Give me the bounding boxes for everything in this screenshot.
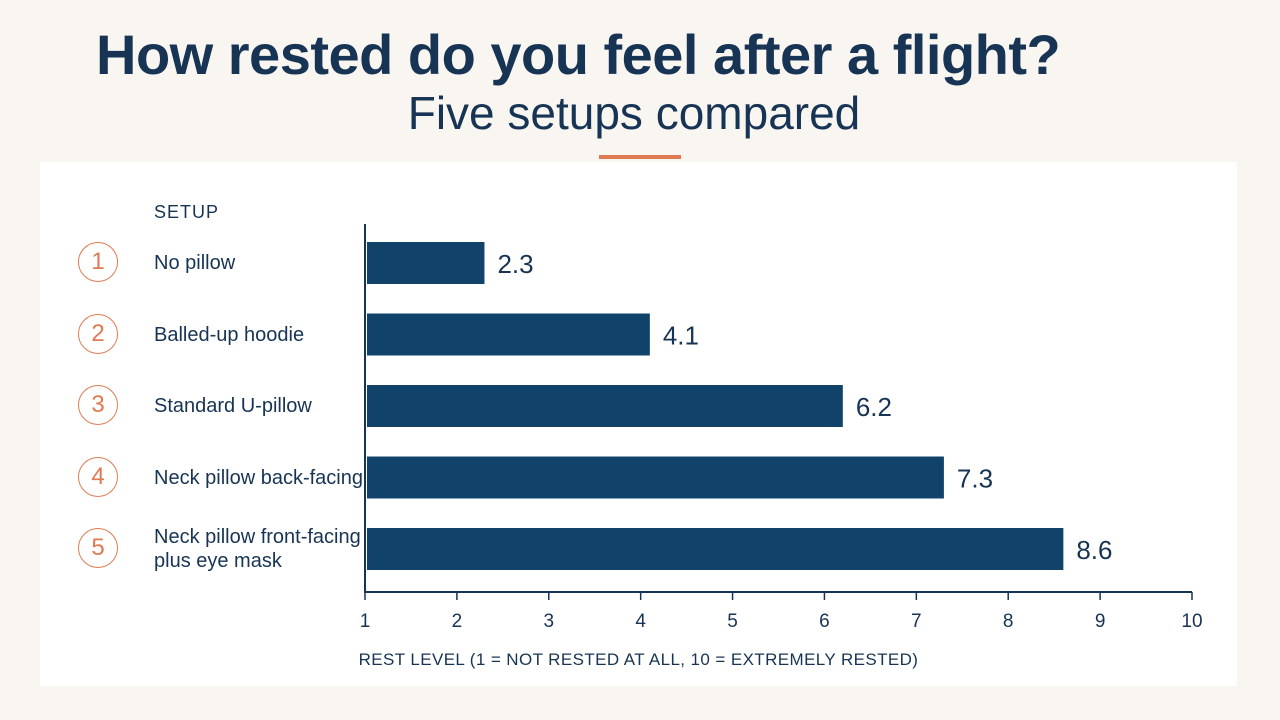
setup-number-badge: 1 [78,242,118,282]
bar-value-label: 6.2 [856,392,892,422]
setup-label: No pillow [154,252,236,274]
bar-value-label: 2.3 [497,249,533,279]
bar [367,242,485,284]
bar [367,456,944,499]
accent-divider [599,155,681,159]
x-tick-label: 6 [819,611,830,632]
chart-card: SETUP 1 No pillow 2 Balled-up hoodie 3 Standa… [40,162,1237,686]
page-subtitle: Five setups compared [407,87,861,139]
x-axis-title: REST LEVEL (1 = NOT RESTED AT ALL, 10 = … [358,650,919,669]
bar [367,528,1064,570]
bar-value-label: 8.6 [1076,535,1112,565]
bar-value-label: 4.1 [663,321,699,351]
bar [367,313,650,356]
x-tick-label: 5 [727,611,738,632]
bar [367,385,843,427]
setup-label: Neck pillow front-facing plus eye mask [154,526,361,572]
x-tick-label: 2 [452,611,463,632]
x-tick-label: 8 [1003,611,1014,632]
x-tick-label: 7 [911,611,922,632]
category-axis-header: SETUP [154,202,220,222]
setup-label: Neck pillow back-facing [154,466,363,489]
x-tick-label: 4 [635,611,646,632]
setup-number-badge: 4 [78,456,118,497]
x-tick-label: 1 [360,611,371,632]
setup-label: Standard U-pillow [154,395,312,417]
setup-label: Balled-up hoodie [154,323,305,346]
x-tick-label: 9 [1095,611,1106,632]
page-title: How rested do you feel after a flight? [96,23,1061,86]
bar-value-label: 7.3 [957,464,993,494]
bar-chart: 2.3 4.1 6.2 7.3 8.6 1 2 3 4 5 6 7 8 9 10 [360,224,1203,632]
x-tick-label: 3 [543,611,554,632]
setup-number-badge: 5 [78,528,118,568]
setup-number-badge: 2 [78,313,118,354]
x-tick-label: 10 [1181,611,1202,632]
setup-number-badge: 3 [78,385,118,425]
